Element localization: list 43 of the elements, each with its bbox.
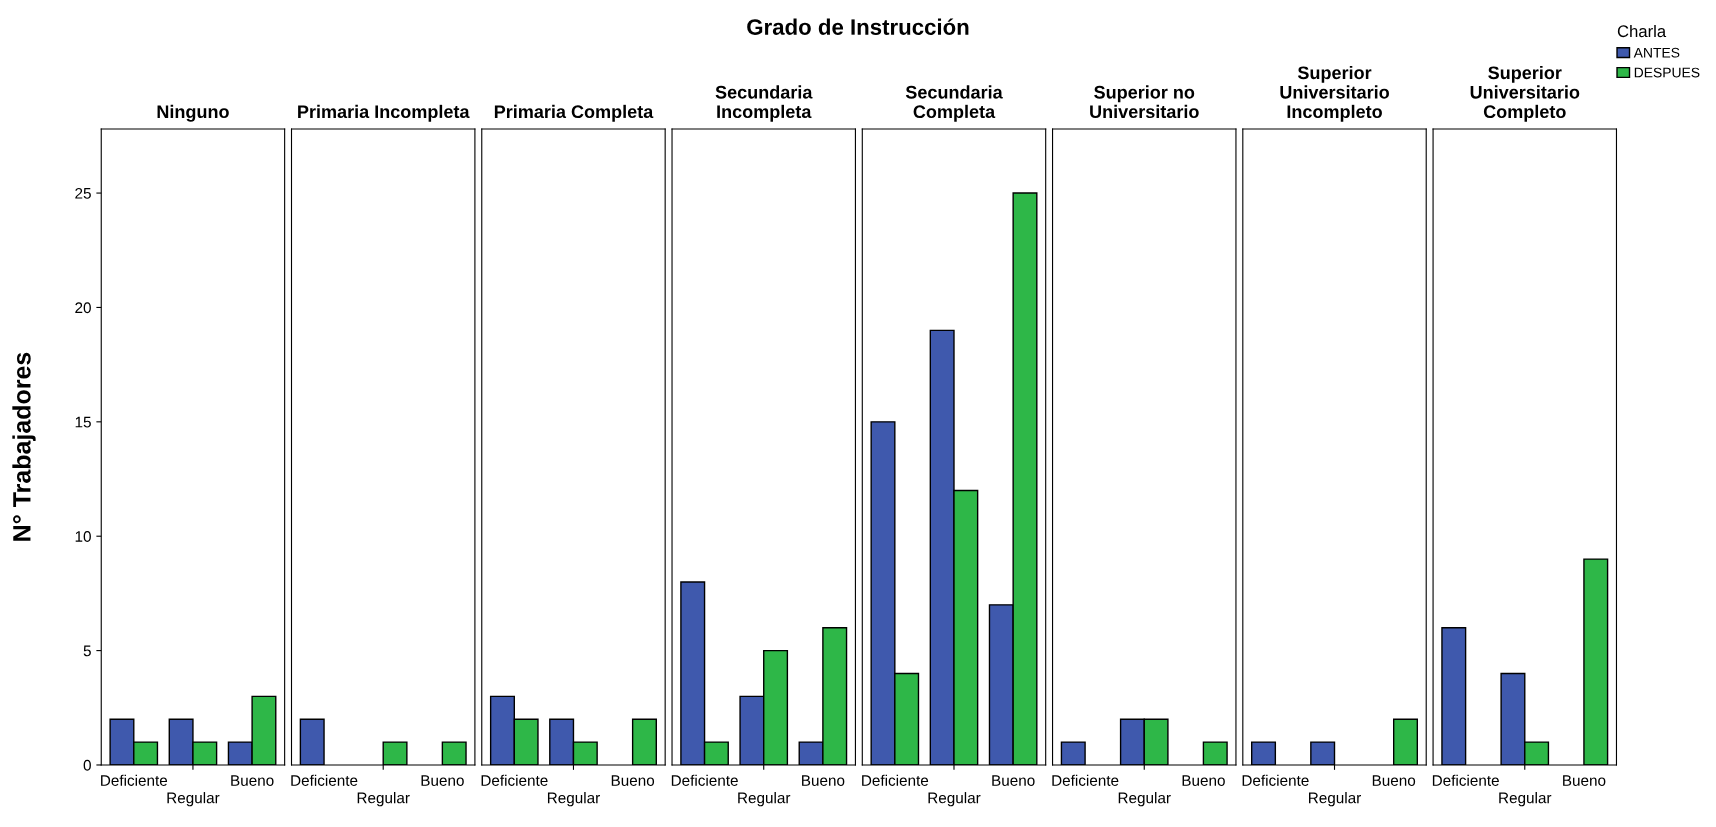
- y-tick-label: 20: [75, 302, 91, 314]
- x-tick-label: Regular: [1499, 792, 1552, 807]
- x-tick-label: Deficiente: [671, 774, 738, 786]
- chart-title: Superior Universitario Incompleto: [1280, 65, 1389, 122]
- text: Grado de Instrucción: [747, 18, 969, 35]
- y-axis-title: N° Trabajadores: [12, 352, 36, 541]
- y-tick-label: 25: [75, 187, 91, 199]
- y-tick-label: 5: [83, 645, 91, 657]
- x-tick-label: Bueno: [1563, 775, 1606, 786]
- x-tick-label: Bueno: [1182, 775, 1225, 786]
- x-tick-label: Deficiente: [862, 774, 929, 786]
- chart-title: Secundaria Incompleta: [715, 85, 813, 122]
- x-tick-label: Bueno: [611, 775, 655, 786]
- x-tick-label: Bueno: [231, 775, 274, 786]
- x-tick-label: Bueno: [992, 775, 1035, 786]
- chart-title: Secundaria Completa: [905, 85, 1003, 122]
- x-tick-label: Deficiente: [291, 774, 358, 786]
- x-tick-label: Regular: [738, 792, 791, 807]
- chart-title: Primaria Incompleta: [298, 104, 470, 122]
- legend-label: DESPUES: [1634, 67, 1700, 78]
- x-tick-label: Deficiente: [1242, 774, 1309, 786]
- x-tick-label: Deficiente: [1052, 774, 1119, 786]
- chart-title: Superior Universitario Completo: [1470, 65, 1580, 122]
- x-tick-label: Bueno: [421, 775, 464, 786]
- x-tick-label: Deficiente: [481, 774, 548, 786]
- chart-title: Superior no Universitario: [1090, 85, 1199, 119]
- x-tick-label: Regular: [357, 792, 410, 807]
- x-tick-label: Regular: [1309, 792, 1362, 807]
- x-tick-label: Deficiente: [101, 774, 168, 786]
- legend-title: Charla: [1617, 24, 1667, 38]
- y-tick-label: 10: [75, 531, 91, 542]
- x-tick-label: Regular: [547, 792, 600, 807]
- x-tick-label: Regular: [167, 792, 220, 807]
- y-tick-label: 0: [83, 759, 91, 771]
- legend-label: ANTES: [1633, 47, 1680, 58]
- y-tick-label: 15: [75, 416, 91, 428]
- chart-title: Primaria Completa: [494, 104, 654, 122]
- chart-title: Ninguno: [157, 104, 229, 122]
- x-tick-label: Regular: [1118, 792, 1171, 807]
- x-tick-label: Deficiente: [1432, 774, 1499, 786]
- x-tick-label: Bueno: [1372, 775, 1416, 786]
- x-tick-label: Regular: [928, 792, 981, 807]
- x-tick-label: Bueno: [802, 775, 845, 786]
